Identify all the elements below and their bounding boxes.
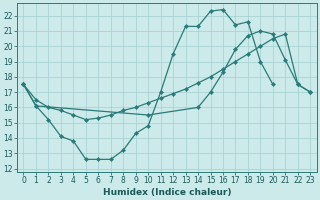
X-axis label: Humidex (Indice chaleur): Humidex (Indice chaleur) (103, 188, 231, 197)
